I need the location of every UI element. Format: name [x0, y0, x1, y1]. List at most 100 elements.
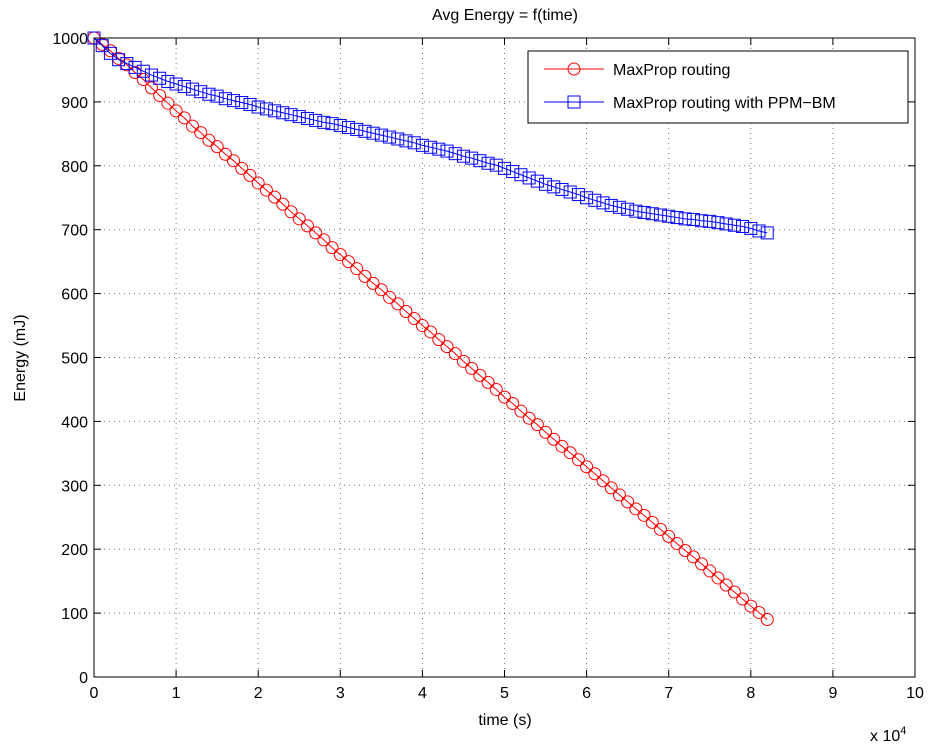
data-point-square: [350, 122, 364, 136]
data-point-square: [686, 212, 700, 226]
data-point-square: [596, 196, 610, 210]
data-point-square: [251, 100, 265, 114]
data-point-circle: [612, 488, 626, 502]
data-point-circle: [317, 233, 331, 247]
data-point-circle: [588, 467, 602, 481]
data-point-circle: [555, 439, 569, 453]
data-point-square: [498, 161, 511, 175]
data-point-square: [580, 191, 594, 205]
data-point-circle: [563, 446, 577, 460]
data-point-circle: [251, 176, 265, 190]
data-point-square: [374, 128, 388, 142]
data-point-circle: [391, 297, 405, 311]
data-point-square: [695, 214, 709, 228]
data-point-square: [407, 136, 421, 150]
x-multiplier-base: x 10: [870, 728, 900, 744]
data-point-circle: [465, 361, 479, 375]
x-axis-multiplier: x 104: [870, 725, 906, 744]
data-point-circle: [202, 133, 216, 147]
data-point-square: [440, 144, 454, 158]
y-tick-label: 200: [61, 542, 88, 559]
data-point-square: [95, 39, 109, 53]
data-point-circle: [415, 319, 429, 333]
data-point-circle: [686, 550, 700, 564]
data-point-circle: [637, 508, 651, 522]
data-point-square: [309, 113, 323, 127]
data-point-circle: [218, 147, 232, 161]
data-point-square: [415, 138, 429, 152]
data-point-circle: [711, 571, 725, 585]
data-point-square: [194, 85, 208, 99]
data-point-square: [711, 216, 725, 230]
x-tick-label: 8: [746, 685, 755, 702]
data-point-circle: [366, 276, 380, 290]
series-line: [93, 37, 768, 620]
data-point-circle: [539, 425, 553, 439]
x-tick-label: 4: [418, 685, 427, 702]
data-point-circle: [547, 432, 561, 446]
data-point-square: [325, 117, 339, 131]
data-point-square: [186, 82, 200, 96]
x-tick-label: 7: [664, 685, 673, 702]
data-point-circle: [678, 543, 692, 557]
data-point-square: [399, 134, 413, 148]
data-point-square: [563, 185, 577, 199]
data-point-circle: [604, 481, 618, 495]
data-point-square: [358, 124, 372, 138]
data-point-square: [448, 147, 462, 161]
data-point-square: [317, 115, 331, 129]
data-point-square: [514, 168, 528, 182]
data-point-square: [465, 151, 479, 165]
data-point-circle: [522, 411, 536, 425]
data-point-circle: [736, 592, 750, 606]
y-tick-label: 700: [61, 223, 88, 240]
data-point-square: [161, 74, 175, 88]
x-axis-title: time (s): [478, 712, 531, 729]
data-point-square: [276, 106, 290, 120]
x-tick-label: 6: [582, 685, 591, 702]
data-point-circle: [670, 536, 684, 550]
data-point-circle: [333, 248, 347, 262]
data-point-circle: [424, 325, 438, 339]
data-point-circle: [744, 599, 758, 613]
data-point-circle: [383, 290, 397, 304]
data-point-square: [112, 53, 126, 67]
legend-box: [527, 50, 909, 124]
data-point-square: [268, 104, 282, 118]
data-point-circle: [235, 161, 249, 175]
data-point-circle: [276, 197, 290, 211]
data-point-square: [120, 57, 134, 71]
data-point-circle: [481, 375, 495, 389]
data-point-circle: [506, 397, 520, 411]
data-point-square: [366, 126, 380, 140]
data-point-square: [653, 208, 667, 222]
data-point-square: [169, 77, 183, 91]
data-point-circle: [268, 190, 282, 204]
data-point-square: [284, 108, 298, 122]
chart-title: Avg Energy = f(time): [432, 7, 578, 24]
data-point-square: [530, 174, 544, 188]
y-tick-label: 800: [61, 159, 88, 176]
data-point-circle: [350, 262, 364, 276]
data-point-circle: [374, 283, 388, 297]
x-tick-label: 5: [500, 685, 509, 702]
data-point-square: [342, 120, 356, 134]
data-point-circle: [284, 205, 298, 219]
x-multiplier-exponent: 4: [900, 725, 906, 737]
data-point-circle: [621, 495, 635, 509]
legend-label-maxprop: MaxProp routing: [613, 62, 730, 79]
x-tick-label: 2: [254, 685, 263, 702]
data-point-circle: [161, 96, 175, 110]
data-point-circle: [580, 460, 594, 474]
data-point-square: [604, 198, 618, 212]
data-point-circle: [144, 81, 158, 95]
legend-marker-maxprop: [567, 62, 581, 76]
data-point-circle: [662, 529, 676, 543]
data-point-square: [177, 80, 191, 94]
data-point-circle: [703, 564, 717, 578]
data-point-square: [383, 130, 397, 144]
y-tick-label: 400: [61, 414, 88, 431]
x-tick-label: 10: [906, 685, 924, 702]
series-line: [93, 37, 768, 234]
